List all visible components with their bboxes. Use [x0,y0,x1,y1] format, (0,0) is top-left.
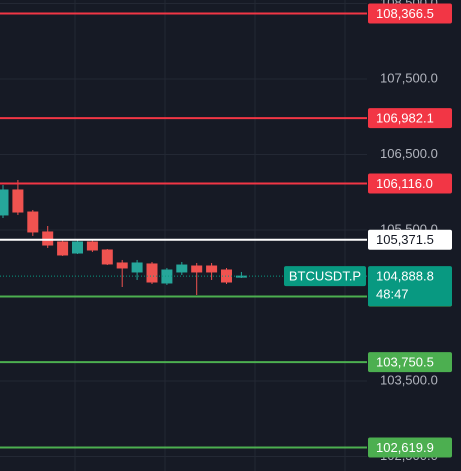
current-price-box [368,266,452,307]
candle-body [116,262,128,269]
price-label-box [368,437,452,458]
candle-body [206,265,218,273]
candle-body [161,269,173,284]
price-label: 108,366.5 [376,6,434,21]
y-tick-label: 103,500.0 [380,372,438,387]
symbol-label: BTCUSDT.P [289,269,361,284]
candle-body [131,262,143,273]
price-label: 106,982.1 [376,111,434,126]
price-label: 103,750.5 [376,355,434,370]
candle-body [42,231,54,246]
candle-body [27,211,39,233]
y-tick-label: 107,500.0 [380,70,438,85]
candle-body [146,263,158,283]
price-label-box [368,108,452,129]
price-label-box [368,352,452,373]
countdown: 48:47 [376,287,409,302]
price-label: 105,371.5 [376,232,434,247]
price-label-box [368,3,452,24]
current-price-label: 104,888.8 [376,269,434,284]
price-label-box [368,173,452,194]
candle-body [101,249,113,265]
symbol-box [284,266,366,287]
y-tick-label: 106,500.0 [380,146,438,161]
price-label: 102,619.9 [376,440,434,455]
candle-body [72,241,83,254]
candle-body [191,265,203,273]
candle-body [12,189,24,213]
price-label-box [368,229,452,250]
candle-body [0,189,9,216]
candle-body [86,241,98,251]
candle-body [176,264,188,273]
price-label: 106,116.0 [376,176,433,191]
candle-body [57,241,69,256]
